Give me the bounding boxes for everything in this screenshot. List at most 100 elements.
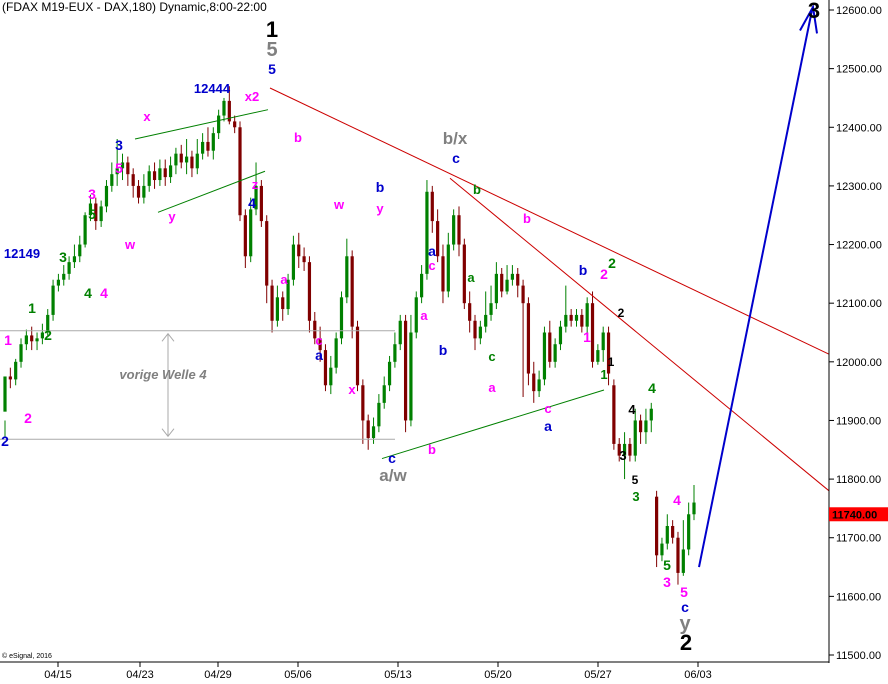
wave-label: 5 <box>632 473 639 487</box>
wave-label: 1 <box>28 300 36 316</box>
candle-body <box>238 127 242 216</box>
wave-label: w <box>124 237 136 252</box>
candle-body <box>580 314 584 327</box>
candle-body <box>115 168 119 175</box>
candle-body <box>147 171 151 186</box>
wave-label: 4 <box>628 402 636 417</box>
candle-body <box>574 314 579 321</box>
candle-body <box>259 185 263 222</box>
wave-label: 3 <box>663 574 671 590</box>
green-triangle-line <box>381 389 605 460</box>
y-tick-label: 12300.00 <box>836 181 882 193</box>
candle-body <box>184 156 189 163</box>
wave-label: b <box>376 179 385 195</box>
wave-label: 5 <box>266 39 277 61</box>
x-tick-label: 04/15 <box>44 669 72 681</box>
candle-body <box>564 314 568 327</box>
candle-body <box>430 191 434 222</box>
candle-body <box>222 100 226 116</box>
wave-label: 2 <box>608 255 616 271</box>
candle-body <box>473 320 477 339</box>
y-tick-label: 11700.00 <box>836 533 881 545</box>
wave-label: 2 <box>600 266 608 282</box>
candle-body <box>163 168 167 178</box>
candle-body <box>94 203 98 222</box>
candle-body <box>265 221 269 286</box>
candle-body <box>671 526 675 538</box>
candle-body <box>24 335 28 345</box>
wave-label: 3 <box>115 137 123 153</box>
candle-body <box>110 174 114 186</box>
candle-body <box>537 379 541 392</box>
trendlines <box>0 4 830 568</box>
wave-label: 1 <box>4 332 12 348</box>
wave-label: x2 <box>245 89 259 104</box>
wave-label: z <box>252 177 259 192</box>
candle-body <box>622 443 627 456</box>
wave-label: 1 <box>608 355 615 369</box>
candle-body <box>72 256 77 263</box>
wave-label: w <box>333 197 345 212</box>
candle-body <box>158 168 162 181</box>
wave-label: x <box>348 382 356 397</box>
wave-label: 5 <box>268 61 276 77</box>
candle-body <box>8 376 12 380</box>
last-price-label: 11740.00 <box>832 509 877 521</box>
wave-label: 4 <box>673 492 681 508</box>
candle-body <box>88 203 93 216</box>
candle-body <box>382 385 386 403</box>
candle-body <box>558 326 563 345</box>
candle-body <box>505 279 509 292</box>
candle-body <box>638 420 643 433</box>
candle-body <box>521 285 525 304</box>
wave-label: y <box>679 613 691 635</box>
candle-body <box>195 153 199 169</box>
chart-title: (FDAX M19-EUX - DAX,180) Dynamic,8:00-22… <box>2 0 267 14</box>
candle-body <box>227 100 231 122</box>
blue-projection-arrow <box>698 9 813 568</box>
candle-body <box>681 549 685 573</box>
wave-label: a <box>280 272 288 287</box>
wave-label: b <box>579 262 588 278</box>
candle-body <box>302 256 306 263</box>
wave-label: a <box>428 243 436 259</box>
candle-body <box>590 303 595 362</box>
candle-body <box>494 273 498 304</box>
wave-label: 12149 <box>4 246 40 261</box>
candle-body <box>286 279 290 310</box>
wave-label: b <box>428 442 436 457</box>
last-price-box <box>829 507 888 522</box>
candle-body <box>3 376 7 412</box>
wave-label: 2 <box>1 433 9 449</box>
candle-body <box>99 206 103 222</box>
wave-label: a/w <box>379 466 407 485</box>
red-trendline-lower <box>449 177 830 492</box>
candle-body <box>548 332 552 362</box>
candle-body <box>484 314 488 327</box>
candle-body <box>179 153 183 163</box>
candle-body <box>377 402 381 427</box>
x-tick-label: 05/13 <box>384 669 412 681</box>
candle-body <box>350 256 354 327</box>
candle-body <box>318 338 322 351</box>
y-tick-label: 12500.00 <box>836 64 882 76</box>
y-tick-label: 11500.00 <box>836 650 881 662</box>
candle-body <box>532 373 536 392</box>
candle-body <box>142 185 146 198</box>
y-tick-label: 12600.00 <box>836 5 882 17</box>
candles <box>3 86 696 585</box>
candle-body <box>457 215 461 245</box>
x-tick-label: 04/29 <box>204 669 232 681</box>
wave-label: 5 <box>115 160 123 176</box>
wave-label: 2 <box>44 327 52 343</box>
candle-body <box>644 420 648 433</box>
candle-body <box>414 297 418 333</box>
wave-label: c <box>428 258 435 273</box>
candle-body <box>441 256 445 292</box>
wave-label: 1 <box>600 367 607 382</box>
wave-label: a <box>544 418 552 434</box>
candle-body <box>131 174 135 186</box>
candle-body <box>249 209 253 257</box>
candle-body <box>334 338 338 368</box>
